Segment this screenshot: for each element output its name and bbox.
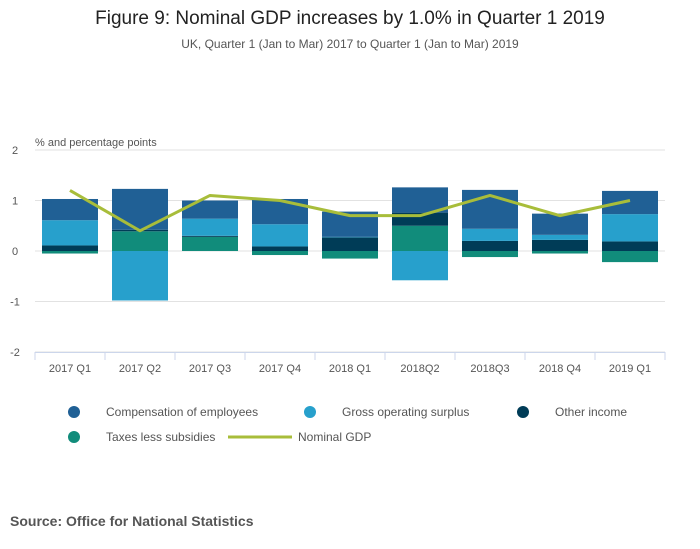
bar-segment-taxes-less-subsidies	[392, 225, 448, 251]
bar-segment-taxes-less-subsidies	[602, 251, 658, 263]
bar-segment-compensation-of-employees	[42, 198, 98, 221]
bar-segment-gross-operating-surplus	[322, 236, 378, 238]
x-tick-label: 2018Q2	[400, 363, 439, 375]
y-axis-label: % and percentage points	[35, 137, 157, 149]
bar-segment-taxes-less-subsidies	[532, 251, 588, 254]
legend-label: Other income	[555, 405, 627, 419]
bar-segment-gross-operating-surplus	[602, 214, 658, 242]
bar-segment-gross-operating-surplus	[532, 234, 588, 240]
chart-title: Figure 9: Nominal GDP increases by 1.0% …	[95, 8, 605, 29]
bar-segment-other-income	[322, 237, 378, 251]
bar-segment-taxes-less-subsidies	[252, 251, 308, 256]
legend-marker	[517, 406, 529, 418]
bar-segment-gross-operating-surplus	[112, 251, 168, 301]
bar-segment-other-income	[532, 239, 588, 251]
bar-segment-other-income	[602, 241, 658, 251]
legend-label: Compensation of employees	[106, 405, 258, 419]
bar-segment-gross-operating-surplus	[462, 228, 518, 241]
bar-segment-compensation-of-employees	[252, 198, 308, 225]
bar-segment-compensation-of-employees	[392, 187, 448, 213]
y-tick-label: 0	[12, 246, 18, 258]
x-tick-label: 2019 Q1	[609, 363, 651, 375]
x-tick-label: 2017 Q1	[49, 363, 91, 375]
bar-segment-compensation-of-employees	[112, 188, 168, 230]
bar-segment-gross-operating-surplus	[42, 220, 98, 246]
bar-segment-taxes-less-subsidies	[112, 231, 168, 251]
bar-segment-other-income	[42, 245, 98, 251]
legend-marker	[304, 406, 316, 418]
x-tick-label: 2018 Q1	[329, 363, 371, 375]
bar-segment-other-income	[462, 240, 518, 251]
legend-marker	[68, 431, 80, 443]
x-tick-label: 2017 Q3	[189, 363, 231, 375]
y-tick-label: -1	[10, 297, 20, 309]
bar-segment-compensation-of-employees	[602, 190, 658, 215]
chart-subtitle: UK, Quarter 1 (Jan to Mar) 2017 to Quart…	[181, 37, 519, 51]
bar-segment-gross-operating-surplus	[182, 218, 238, 236]
y-tick-label: 2	[12, 145, 18, 157]
bar-segment-taxes-less-subsidies	[322, 251, 378, 259]
bar-segment-other-income	[252, 246, 308, 251]
x-tick-label: 2018Q3	[470, 363, 509, 375]
source-note: Source: Office for National Statistics	[10, 513, 254, 529]
bar-segment-other-income	[182, 235, 238, 237]
bar-segment-compensation-of-employees	[182, 200, 238, 219]
bar-segment-compensation-of-employees	[532, 213, 588, 235]
x-tick-label: 2017 Q2	[119, 363, 161, 375]
x-tick-label: 2017 Q4	[259, 363, 301, 375]
legend-label: Nominal GDP	[298, 430, 371, 444]
legend-label: Gross operating surplus	[342, 405, 469, 419]
y-tick-label: -2	[10, 347, 20, 359]
bar-segment-gross-operating-surplus	[392, 251, 448, 281]
bar-segment-taxes-less-subsidies	[42, 251, 98, 254]
x-tick-label: 2018 Q4	[539, 363, 581, 375]
bar-segment-taxes-less-subsidies	[462, 251, 518, 258]
bar-segment-taxes-less-subsidies	[182, 236, 238, 251]
bar-segment-gross-operating-surplus	[252, 224, 308, 247]
y-tick-label: 1	[12, 196, 18, 208]
legend-label: Taxes less subsidies	[106, 430, 215, 444]
legend-marker	[68, 406, 80, 418]
